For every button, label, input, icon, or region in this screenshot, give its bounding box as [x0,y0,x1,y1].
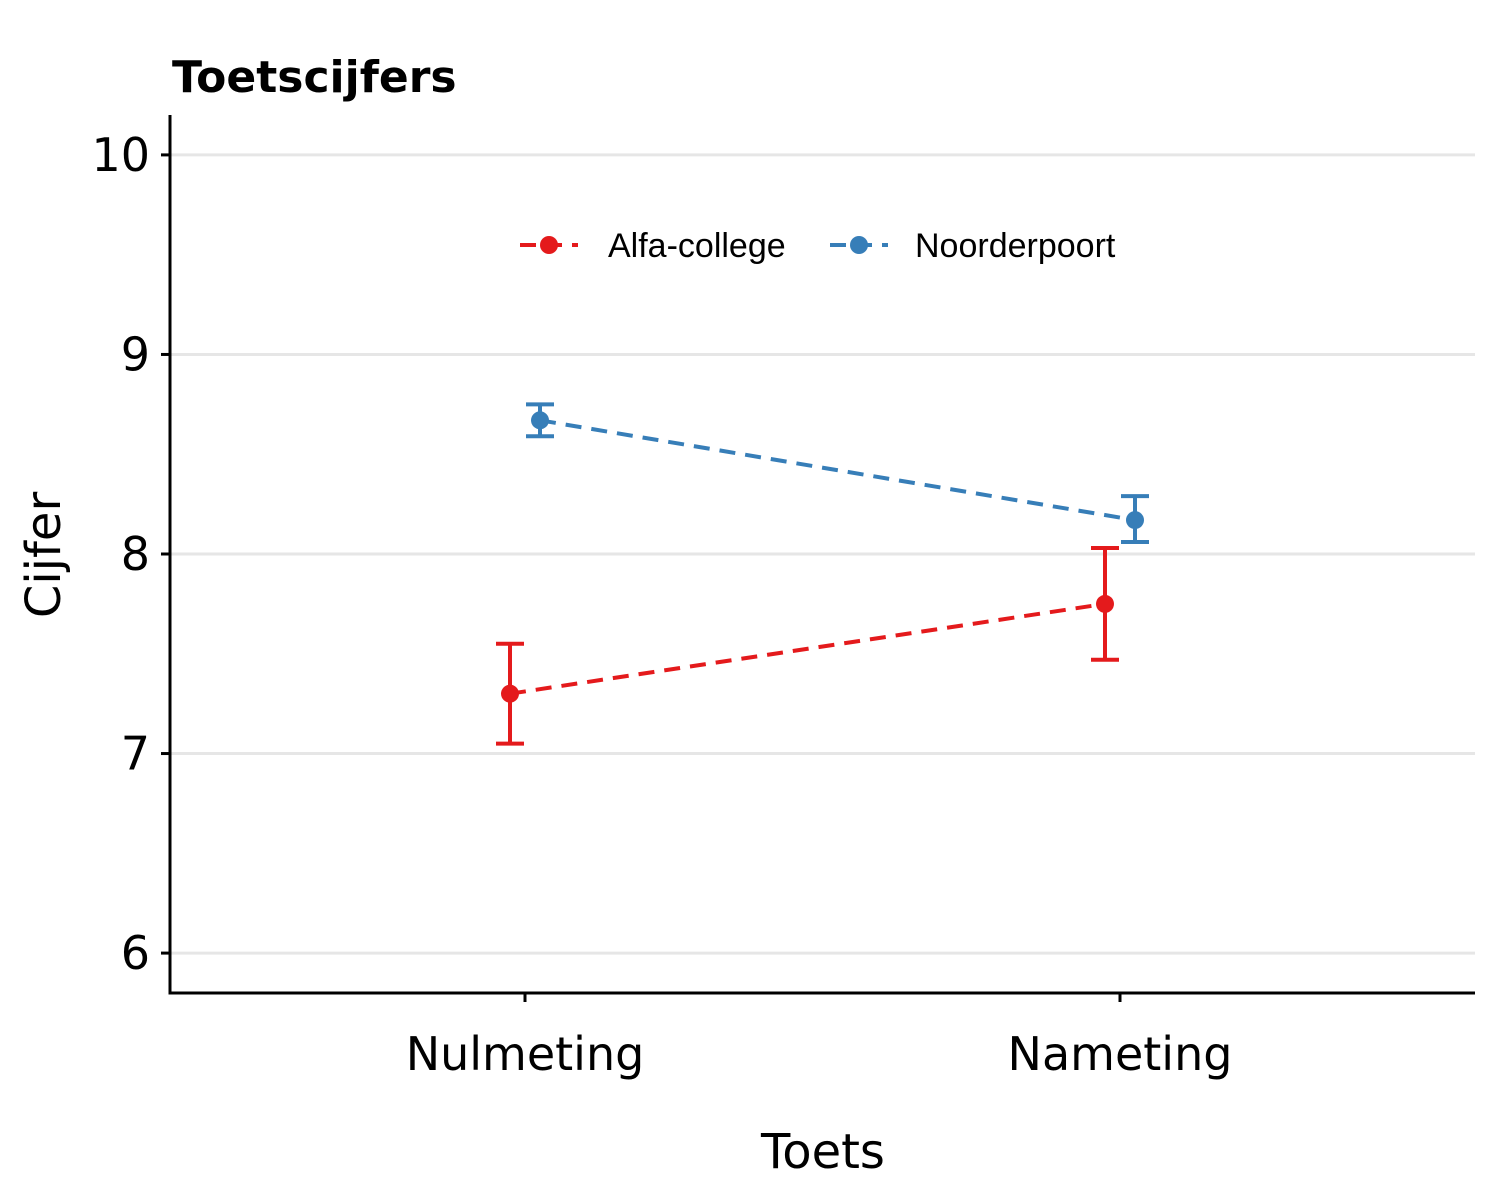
series-layer [496,402,1149,746]
x-axis-title: Toets [760,1124,885,1180]
data-point-alfa-college-1 [1096,594,1114,613]
legend: Alfa-college Noorderpoort [520,227,1116,265]
legend-item-noorderpoort: Noorderpoort [830,227,1116,265]
y-tick-label-6: 6 [121,926,150,980]
series-line-alfa-college [509,601,1106,696]
legend-label-alfa-college: Alfa-college [608,227,786,265]
y-axis-title: Cijfer [16,492,72,619]
y-tick-label-7: 7 [121,727,150,781]
y-tick-label-10: 10 [91,128,150,182]
data-point-noorderpoort-1 [1126,511,1144,530]
axes: 6 7 8 9 10 Nulmeting Nameting [91,115,1475,1081]
gridlines [170,153,1475,955]
series-line-noorderpoort [539,418,1136,523]
x-tick-label-nameting: Nameting [1008,1027,1233,1081]
legend-label-noorderpoort: Noorderpoort [915,227,1116,265]
legend-item-alfa-college: Alfa-college [520,227,786,265]
legend-key-point [850,236,868,254]
y-tick-label-9: 9 [121,327,150,381]
data-point-noorderpoort-0 [531,411,549,430]
series-noorderpoort [526,402,1149,545]
x-tick-label-nulmeting: Nulmeting [406,1027,645,1081]
data-point-alfa-college-0 [501,684,519,703]
y-tick-label-8: 8 [121,527,150,581]
chart-title: Toetscijfers [172,52,457,103]
legend-key-point [540,236,558,254]
series-alfa-college [496,546,1119,746]
